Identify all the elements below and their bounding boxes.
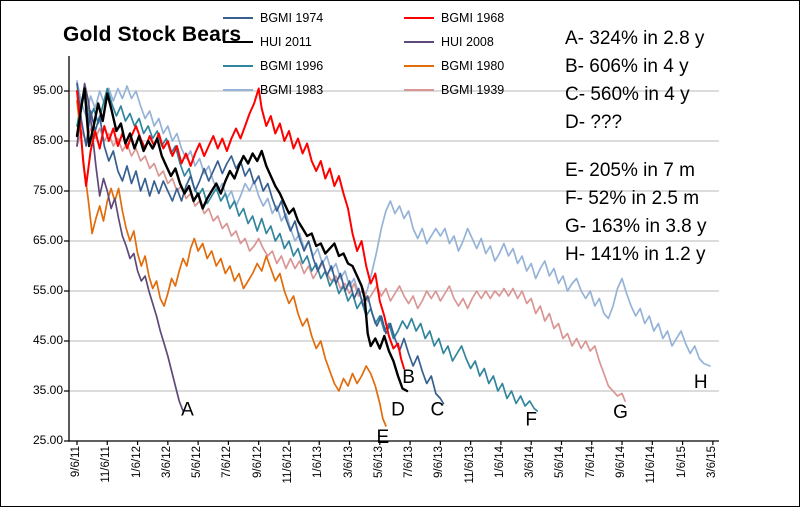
point-label-A: A: [181, 400, 194, 421]
legend-item: BGMI 1939: [404, 79, 582, 100]
point-label-H: H: [694, 372, 708, 393]
x-tick-label: 1/6/13: [312, 446, 325, 478]
x-tick-label: 5/6/13: [372, 446, 385, 478]
series-line-hui-2008: [76, 82, 184, 412]
annotations-group-bottom: E- 205% in 7 m F- 52% in 2.5 m G- 163% in …: [565, 157, 707, 269]
point-label-C: C: [430, 400, 444, 421]
x-tick-label: 3/6/13: [342, 446, 355, 478]
x-tick-label: 11/6/14: [645, 446, 658, 484]
legend-line-swatch: [404, 64, 434, 67]
legend-line-swatch: [404, 16, 434, 19]
legend-item: BGMI 1980: [404, 55, 582, 76]
legend-line-swatch: [223, 16, 253, 19]
point-label-E: E: [376, 427, 389, 448]
x-tick-label: 9/6/14: [615, 446, 628, 478]
legend-line-swatch: [223, 88, 253, 91]
y-tick-label: 55.00: [32, 283, 63, 297]
x-tick-label: 7/6/12: [221, 446, 234, 478]
annotation-line: A- 324% in 2.8 y: [565, 28, 705, 49]
y-tick-label: 65.00: [32, 233, 63, 247]
legend-item: BGMI 1983: [223, 79, 404, 100]
point-label-B: B: [402, 367, 415, 388]
x-tick-label: 7/6/13: [403, 446, 416, 478]
series-line-bgmi-1983: [76, 80, 711, 367]
y-tick-label: 95.00: [32, 83, 63, 97]
legend-label: BGMI 1939: [441, 82, 505, 97]
x-tick-label: 1/6/12: [130, 446, 143, 478]
legend-item: HUI 2008: [404, 31, 582, 52]
x-tick-label: 5/6/14: [554, 446, 567, 478]
legend-label: HUI 2008: [441, 34, 494, 49]
legend-label: BGMI 1968: [441, 10, 505, 25]
legend-label: BGMI 1980: [441, 58, 505, 73]
legend-line-swatch: [223, 40, 253, 43]
legend: BGMI 1974 BGMI 1968 HUI 2011 HUI 2008 BGMI 1…: [223, 7, 582, 100]
x-tick-label: 11/6/12: [281, 446, 294, 484]
x-tick-label: 1/6/15: [675, 446, 688, 478]
point-label-G: G: [613, 402, 628, 423]
legend-item: HUI 2011: [223, 31, 404, 52]
point-label-D: D: [391, 400, 405, 421]
legend-label: BGMI 1974: [260, 10, 324, 25]
x-tick-label: 9/6/12: [251, 446, 264, 478]
legend-line-swatch: [223, 64, 253, 67]
x-tick-label: 7/6/14: [584, 446, 597, 478]
x-tick-label: 3/6/12: [160, 446, 173, 478]
annotation-line: F- 52% in 2.5 m: [565, 188, 700, 209]
series-line-bgmi-1996: [76, 87, 539, 412]
series-line-bgmi-1980: [76, 100, 387, 427]
annotations-group-top: A- 324% in 2.8 y B- 606% in 4 y C- 560% in…: [565, 25, 704, 137]
legend-item: BGMI 1968: [404, 7, 582, 28]
series-line-bgmi-1974: [76, 82, 445, 405]
annotation-line: G- 163% in 3.8 y: [565, 216, 707, 237]
annotation-line: D- ???: [565, 112, 623, 133]
legend-label: HUI 2011: [260, 34, 312, 49]
y-tick-label: 75.00: [32, 183, 63, 197]
legend-label: BGMI 1996: [260, 58, 324, 73]
y-tick-label: 45.00: [32, 333, 63, 347]
series-line-bgmi-1968: [76, 87, 405, 370]
legend-item: BGMI 1974: [223, 7, 404, 28]
x-tick-label: 5/6/12: [191, 446, 204, 478]
legend-line-swatch: [404, 88, 434, 91]
x-tick-label: 1/6/14: [493, 446, 506, 478]
x-tick-label: 11/6/11: [100, 446, 113, 483]
annotation-line: C- 560% in 4 y: [565, 84, 690, 105]
legend-label: BGMI 1983: [260, 82, 324, 97]
annotation-line: E- 205% in 7 m: [565, 160, 695, 181]
y-tick-label: 25.00: [32, 433, 63, 447]
annotation-line: B- 606% in 4 y: [565, 56, 689, 77]
x-tick-label: 9/6/11: [70, 446, 82, 478]
x-tick-label: 11/6/13: [463, 446, 476, 484]
chart-title: Gold Stock Bears: [63, 23, 242, 46]
legend-item: BGMI 1996: [223, 55, 404, 76]
y-tick-label: 85.00: [32, 133, 63, 147]
x-tick-label: 3/6/15: [705, 446, 718, 478]
annotation-line: H- 141% in 1.2 y: [565, 244, 706, 265]
series-line-hui-2011: [75, 87, 409, 393]
x-tick-label: 3/6/14: [524, 446, 537, 478]
point-label-F: F: [525, 410, 537, 431]
y-tick-label: 35.00: [32, 383, 63, 397]
x-tick-label: 9/6/13: [433, 446, 446, 478]
legend-line-swatch: [404, 40, 434, 43]
